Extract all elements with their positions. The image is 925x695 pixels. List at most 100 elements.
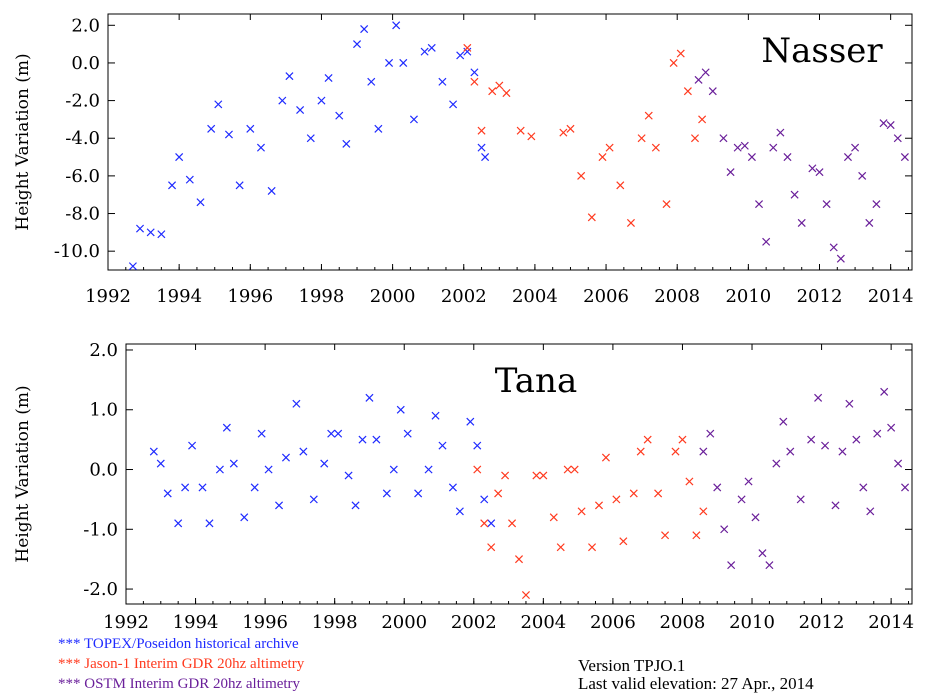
data-point	[720, 525, 729, 534]
data-point	[224, 130, 233, 139]
x-tick-label: 2004	[512, 286, 558, 307]
data-point	[852, 435, 861, 444]
data-point	[431, 411, 440, 420]
data-point	[626, 218, 635, 227]
data-point	[713, 483, 722, 492]
data-point	[683, 87, 692, 96]
data-point	[344, 471, 353, 480]
y-tick-label: -6.0	[65, 166, 100, 187]
data-point	[783, 153, 792, 162]
data-point	[685, 477, 694, 486]
x-tick-label: 2008	[660, 612, 706, 633]
data-point	[494, 489, 503, 498]
data-point	[719, 134, 728, 143]
data-point	[168, 181, 177, 190]
x-tick-label: 1998	[299, 286, 345, 307]
data-point	[309, 495, 318, 504]
data-point	[196, 198, 205, 207]
tana-panel: 1992 1994 1996 1998 2000 2002 2004 2006 2008 2010…	[13, 340, 914, 633]
data-point	[654, 489, 663, 498]
data-point	[205, 519, 214, 528]
data-point	[814, 393, 823, 402]
nasser-panel: 1992 1994 1996 1998 2000 2002 2004 2006 2008 2010…	[13, 13, 914, 307]
data-point	[616, 181, 625, 190]
y-tick-label: -2.0	[65, 91, 100, 112]
data-point	[257, 429, 266, 438]
data-point	[487, 519, 496, 528]
data-point	[859, 483, 868, 492]
chart-title: Tana	[495, 361, 577, 401]
data-point	[188, 441, 197, 450]
data-point	[470, 68, 479, 77]
x-tick-label: 2006	[590, 612, 636, 633]
data-point	[501, 471, 510, 480]
data-point	[267, 186, 276, 195]
data-point	[701, 68, 710, 77]
x-tick-label: 2002	[441, 286, 487, 307]
data-point	[353, 40, 362, 49]
legend-topex: *** TOPEX/Poseidon historical archive	[58, 636, 299, 653]
data-point	[256, 143, 265, 152]
data-point	[796, 495, 805, 504]
data-point	[250, 483, 259, 492]
data-point	[403, 429, 412, 438]
data-point	[365, 393, 374, 402]
data-point	[456, 51, 465, 60]
version-label: Version TPJO.1	[578, 656, 686, 675]
data-point	[156, 459, 165, 468]
data-point	[351, 501, 360, 510]
data-point	[726, 168, 735, 177]
x-tick-label: 1994	[156, 286, 202, 307]
data-point	[264, 465, 273, 474]
data-point	[382, 489, 391, 498]
data-point	[873, 429, 882, 438]
data-point	[822, 200, 831, 209]
data-point	[455, 507, 464, 516]
x-tick-label: 2012	[797, 286, 843, 307]
data-point	[577, 507, 586, 516]
data-point	[886, 121, 895, 130]
data-point	[901, 483, 910, 492]
data-point	[396, 405, 405, 414]
data-point	[448, 483, 457, 492]
data-point	[235, 181, 244, 190]
data-point	[644, 111, 653, 120]
data-point	[367, 77, 376, 86]
data-point	[559, 128, 568, 137]
data-point	[769, 143, 778, 152]
data-point	[829, 243, 838, 252]
chart-title: Nasser	[761, 31, 883, 71]
y-tick-label: -1.0	[83, 519, 118, 540]
data-point	[466, 417, 475, 426]
data-point	[772, 459, 781, 468]
data-point	[549, 513, 558, 522]
data-point	[776, 128, 785, 137]
data-point	[157, 230, 166, 239]
legend-jason: *** Jason-1 Interim GDR 20hz altimetry	[58, 656, 304, 673]
data-point	[185, 175, 194, 184]
x-tick-label: 2010	[729, 612, 775, 633]
data-point	[240, 513, 249, 522]
data-point	[790, 190, 799, 199]
data-point	[175, 153, 184, 162]
data-point	[727, 561, 736, 570]
data-point	[733, 143, 742, 152]
data-point	[747, 153, 756, 162]
y-tick-label: -4.0	[65, 128, 100, 149]
data-point	[651, 143, 660, 152]
x-tick-label: 1996	[242, 612, 288, 633]
data-point	[751, 513, 760, 522]
y-tick-label: -10.0	[54, 241, 100, 262]
data-point	[246, 124, 255, 133]
data-point	[488, 87, 497, 96]
series-jason	[463, 43, 707, 227]
data-point	[174, 519, 183, 528]
data-point	[671, 447, 680, 456]
data-point	[797, 218, 806, 227]
data-point	[135, 224, 145, 233]
x-tick-label: 2002	[451, 612, 497, 633]
data-point	[463, 43, 472, 52]
data-point	[669, 58, 678, 67]
data-point	[477, 126, 486, 135]
plot-frame	[107, 13, 913, 271]
